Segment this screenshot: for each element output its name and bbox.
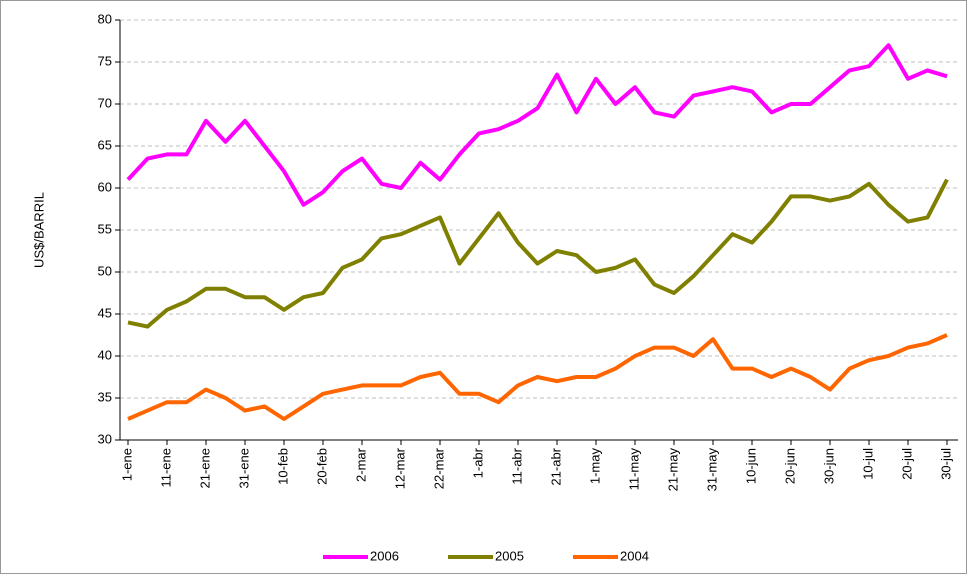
y-tick-label: 55 — [98, 221, 112, 236]
y-tick-label: 50 — [98, 263, 112, 278]
x-tick-label: 21-ene — [197, 448, 212, 488]
y-tick-label: 60 — [98, 179, 112, 194]
x-tick-label: 11-may — [626, 448, 641, 491]
legend-label: 2004 — [620, 548, 649, 563]
x-tick-label: 20-jul — [899, 448, 914, 480]
y-tick-label: 35 — [98, 389, 112, 404]
x-tick-label: 31-may — [704, 448, 719, 492]
y-axis-label: US$/BARRIL — [31, 192, 46, 268]
legend-label: 2006 — [370, 548, 399, 563]
x-tick-label: 20-feb — [314, 448, 329, 485]
series-line — [127, 178, 949, 329]
x-tick-label: 30-jun — [821, 448, 836, 484]
x-tick-label: 11-ene — [158, 448, 173, 488]
x-tick-label: 31-ene — [236, 448, 251, 488]
x-tick-label: 1-may — [587, 448, 602, 485]
x-tick-label: 30-jul — [938, 448, 953, 480]
x-tick-label: 22-mar — [431, 447, 446, 489]
x-tick-label: 10-jul — [860, 448, 875, 480]
x-tick-label: 20-jun — [782, 448, 797, 484]
x-tick-label: 11-abr — [509, 447, 524, 484]
x-tick-label: 21-may — [665, 448, 680, 492]
x-tick-label: 1-abr — [470, 447, 485, 478]
y-tick-label: 70 — [98, 95, 112, 110]
y-tick-label: 80 — [98, 11, 112, 26]
x-tick-label: 21-abr — [548, 447, 563, 485]
x-tick-label: 12-mar — [392, 447, 407, 489]
series-line — [127, 333, 948, 421]
x-tick-label: 1-ene — [119, 448, 134, 481]
y-tick-label: 45 — [98, 305, 112, 320]
y-tick-label: 40 — [98, 347, 112, 362]
series-line — [126, 43, 948, 207]
x-tick-label: 2-mar — [353, 447, 368, 482]
x-tick-label: 10-feb — [275, 448, 290, 485]
y-tick-label: 75 — [98, 53, 112, 68]
legend-label: 2005 — [495, 548, 524, 563]
y-tick-label: 65 — [98, 137, 112, 152]
y-tick-label: 30 — [98, 431, 112, 446]
x-tick-label: 10-jun — [743, 448, 758, 484]
